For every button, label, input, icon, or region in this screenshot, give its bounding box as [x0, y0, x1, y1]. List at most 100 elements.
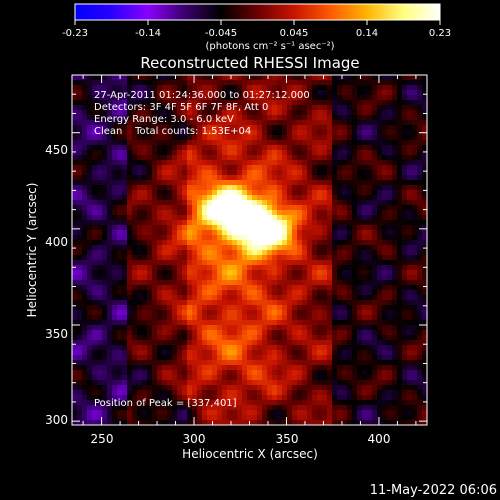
heatmap-cell	[382, 185, 388, 191]
heatmap-cell	[312, 220, 318, 226]
heatmap-cell	[182, 75, 188, 81]
heatmap-cell	[147, 240, 153, 246]
heatmap-cell	[327, 205, 333, 211]
heatmap-cell	[212, 180, 218, 186]
heatmap-cell	[232, 300, 238, 306]
heatmap-cell	[257, 415, 263, 421]
heatmap-cell	[192, 205, 198, 211]
heatmap-cell	[392, 240, 398, 246]
heatmap-cell	[327, 200, 333, 206]
heatmap-cell	[117, 380, 123, 386]
heatmap-cell	[352, 145, 358, 151]
heatmap-cell	[317, 175, 323, 181]
heatmap-cell	[257, 85, 263, 91]
heatmap-cell	[182, 350, 188, 356]
heatmap-cell	[132, 200, 138, 206]
heatmap-cell	[302, 410, 308, 416]
heatmap-cell	[232, 325, 238, 331]
heatmap-cell	[322, 295, 328, 301]
heatmap-cell	[277, 305, 283, 311]
heatmap-cell	[172, 170, 178, 176]
heatmap-cell	[247, 135, 253, 141]
heatmap-cell	[377, 215, 383, 221]
heatmap-cell	[222, 335, 228, 341]
heatmap-cell	[207, 265, 213, 271]
heatmap-cell	[252, 265, 258, 271]
heatmap-cell	[212, 235, 218, 241]
heatmap-cell	[182, 395, 188, 401]
heatmap-cell	[397, 195, 403, 201]
heatmap-cell	[202, 330, 208, 336]
heatmap-cell	[227, 255, 233, 261]
heatmap-cell	[197, 130, 203, 136]
heatmap-cell	[112, 270, 118, 276]
heatmap-cell	[277, 160, 283, 166]
heatmap-cell	[382, 265, 388, 271]
heatmap-cell	[152, 335, 158, 341]
heatmap-cell	[382, 410, 388, 416]
heatmap-cell	[87, 375, 93, 381]
heatmap-cell	[107, 100, 113, 106]
heatmap-cell	[397, 410, 403, 416]
heatmap-cell	[372, 255, 378, 261]
heatmap-cell	[207, 365, 213, 371]
heatmap-cell	[157, 155, 163, 161]
heatmap-cell	[277, 105, 283, 111]
heatmap-cell	[352, 170, 358, 176]
heatmap-cell	[137, 160, 143, 166]
heatmap-cell	[252, 170, 258, 176]
heatmap-cell	[247, 140, 253, 146]
heatmap-cell	[127, 350, 133, 356]
heatmap-cell	[367, 290, 373, 296]
heatmap-cell	[237, 205, 243, 211]
heatmap-cell	[372, 195, 378, 201]
heatmap-cell	[112, 165, 118, 171]
heatmap-cell	[372, 85, 378, 91]
heatmap-cell	[172, 245, 178, 251]
heatmap-cell	[92, 205, 98, 211]
heatmap-cell	[402, 415, 408, 421]
heatmap-cell	[92, 410, 98, 416]
heatmap-cell	[267, 280, 273, 286]
heatmap-cell	[397, 345, 403, 351]
heatmap-cell	[337, 315, 343, 321]
heatmap-cell	[122, 120, 128, 126]
heatmap-cell	[72, 90, 78, 96]
heatmap-cell	[207, 195, 213, 201]
heatmap-cell	[87, 155, 93, 161]
heatmap-cell	[102, 215, 108, 221]
heatmap-cell	[192, 265, 198, 271]
heatmap-cell	[162, 250, 168, 256]
heatmap-cell	[212, 110, 218, 116]
heatmap-cell	[367, 380, 373, 386]
heatmap-cell	[227, 245, 233, 251]
heatmap-cell	[292, 230, 298, 236]
heatmap-cell	[337, 90, 343, 96]
heatmap-cell	[327, 90, 333, 96]
heatmap-cell	[172, 275, 178, 281]
heatmap-cell	[297, 375, 303, 381]
heatmap-cell	[397, 260, 403, 266]
heatmap-cell	[422, 275, 427, 281]
heatmap-cell	[207, 210, 213, 216]
heatmap-cell	[337, 80, 343, 86]
heatmap-cell	[212, 365, 218, 371]
heatmap-cell	[377, 80, 383, 86]
heatmap-cell	[412, 285, 418, 291]
heatmap-cell	[97, 265, 103, 271]
heatmap-cell	[422, 190, 427, 196]
heatmap-cell	[362, 170, 368, 176]
heatmap-cell	[292, 385, 298, 391]
heatmap-cell	[257, 340, 263, 346]
heatmap-cell	[302, 125, 308, 131]
heatmap-cell	[182, 130, 188, 136]
heatmap-cell	[362, 305, 368, 311]
heatmap-cell	[347, 345, 353, 351]
heatmap-cell	[342, 405, 348, 411]
heatmap-cell	[77, 375, 83, 381]
heatmap-cell	[152, 255, 158, 261]
heatmap-cell	[247, 240, 253, 246]
heatmap-cell	[162, 285, 168, 291]
heatmap-cell	[377, 155, 383, 161]
heatmap-cell	[297, 215, 303, 221]
